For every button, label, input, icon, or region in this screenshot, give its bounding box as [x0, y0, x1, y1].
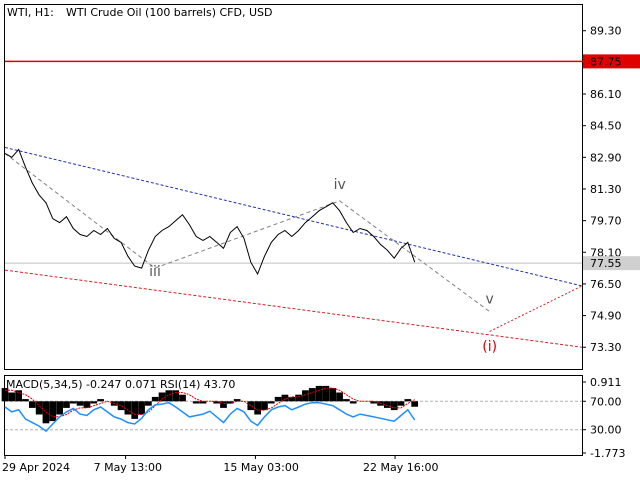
macd-bar-48	[329, 388, 337, 402]
price-tick-label-1: 87.75	[590, 55, 622, 68]
upper-channel-line	[4, 146, 583, 287]
price-tick-label-9: 76.50	[590, 278, 622, 291]
macd-bar-40	[274, 396, 282, 402]
price-tick-label-0: 89.30	[590, 25, 622, 38]
macd-bar-32	[220, 401, 227, 408]
price-tick-label-7: 78.10	[590, 246, 622, 259]
macd-bar-23	[158, 392, 166, 402]
time-tick-label-3: 22 May 16:00	[363, 461, 438, 474]
macd-bar-14	[97, 399, 104, 402]
price-tick-label-6: 79.70	[590, 215, 622, 228]
main-panel-frame	[4, 4, 583, 370]
macd-signal-line	[5, 387, 415, 418]
macd-bar-33	[226, 401, 234, 404]
macd-bar-44	[302, 390, 309, 402]
macd-bar-5	[35, 401, 43, 415]
indicator-panel-frame	[4, 375, 583, 456]
macd-bar-59	[404, 399, 412, 402]
price-tick-label-11: 73.30	[590, 341, 622, 354]
macd-bar-51	[349, 401, 357, 404]
indicator-title: MACD(5,34,5) -0.247 0.071 RSI(14) 43.70	[6, 378, 235, 391]
wave-path-line	[4, 152, 490, 313]
indicator-axis: 0.911 70.00 30.00 -1.773	[582, 376, 625, 460]
macd-bar-42	[288, 396, 296, 402]
indicator-tick-label-3: -1.773	[590, 447, 625, 460]
time-tick-label-1: 7 May 13:00	[94, 461, 162, 474]
price-series-line	[4, 148, 416, 276]
macd-bar-9	[63, 401, 70, 408]
macd-bar-22	[151, 396, 159, 402]
chart-description: WTI Crude Oil (100 barrels) CFD, USD	[66, 6, 272, 19]
price-tick-label-8: 77.55	[590, 257, 622, 270]
macd-bar-18	[124, 401, 132, 415]
macd-bar-25	[172, 390, 180, 402]
macd-bar-12	[83, 401, 91, 408]
wave-label-3: (i)	[482, 339, 497, 355]
price-tag-bg-8	[583, 256, 640, 271]
wave-label-0: iii	[149, 264, 161, 280]
price-tag-bg-1	[583, 54, 640, 69]
macd-bar-1	[8, 392, 16, 402]
macd-bar-45	[308, 388, 316, 402]
macd-bar-57	[390, 401, 398, 411]
macd-bar-49	[336, 392, 343, 402]
macd-bar-7	[49, 401, 57, 422]
indicator-layer	[1, 385, 582, 433]
macd-bar-20	[138, 401, 145, 415]
time-tick-label-2: 15 May 03:00	[223, 461, 298, 474]
macd-bar-34	[233, 399, 241, 402]
time-axis: 29 Apr 2024 7 May 13:00 15 May 03:00 22 May…	[2, 455, 438, 474]
macd-bar-43	[295, 394, 302, 402]
price-axis: 89.30 87.75 86.10 84.50 82.90 81.30 79.70 78.10…	[582, 25, 640, 354]
macd-bar-26	[179, 394, 186, 402]
rsi-line	[4, 401, 416, 433]
macd-bar-37	[254, 401, 261, 415]
macd-bar-50	[343, 399, 350, 402]
macd-bar-4	[28, 401, 36, 408]
macd-bar-46	[315, 385, 323, 402]
indicator-tick-label-0: 0.911	[590, 376, 622, 389]
price-tick-label-10: 74.90	[590, 310, 622, 323]
time-tick-label-0: 29 Apr 2024	[2, 461, 70, 474]
lower-channel-line	[4, 269, 583, 348]
price-tick-label-3: 84.50	[590, 120, 622, 133]
macd-bar-0	[1, 388, 9, 402]
macd-bar-29	[199, 401, 207, 404]
macd-bar-39	[267, 401, 275, 404]
price-tick-label-5: 81.30	[590, 183, 622, 196]
macd-bar-54	[370, 401, 378, 404]
price-tick-label-4: 82.90	[590, 151, 622, 164]
macd-bar-60	[411, 401, 419, 407]
macd-bar-11	[76, 401, 84, 406]
wave-label-2: v	[486, 292, 494, 308]
macd-bar-24	[165, 390, 173, 402]
macd-bar-17	[117, 401, 125, 411]
macd-bar-28	[192, 401, 200, 404]
macd-bar-36	[247, 401, 255, 411]
macd-bar-10	[69, 401, 77, 404]
macd-bar-38	[261, 401, 268, 411]
macd-bar-21	[145, 401, 152, 406]
chart-symbol: WTI, H1:	[7, 6, 54, 19]
macd-bar-3	[22, 399, 29, 402]
macd-bar-41	[281, 394, 289, 402]
projection-line	[489, 285, 583, 332]
macd-bar-2	[15, 390, 23, 402]
macd-bar-19	[131, 401, 139, 419]
wave-label-1: iv	[334, 177, 346, 193]
macd-bar-47	[322, 385, 330, 402]
macd-bar-31	[213, 401, 221, 404]
main-layer: iii iv v (i)	[4, 60, 640, 355]
price-tick-label-2: 86.10	[590, 88, 622, 101]
indicator-tick-label-1: 70.00	[590, 395, 622, 408]
macd-bar-8	[56, 401, 63, 415]
macd-bar-13	[90, 401, 98, 404]
indicator-tick-label-2: 30.00	[590, 424, 622, 437]
macd-bar-58	[397, 401, 405, 406]
macd-bar-56	[384, 401, 391, 408]
